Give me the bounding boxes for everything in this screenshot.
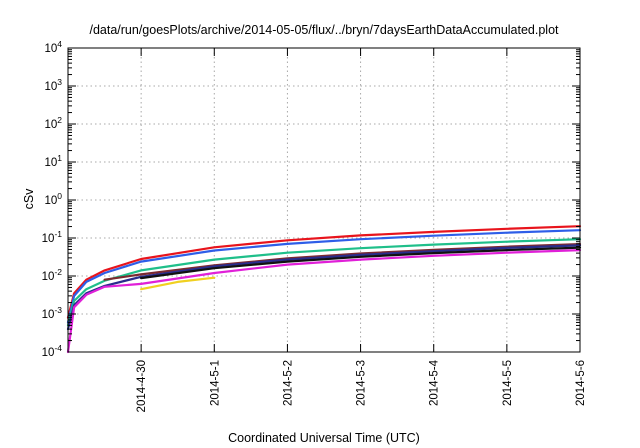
y-tick-label: 10-4 xyxy=(42,343,63,359)
y-tick-label: 10-1 xyxy=(42,229,63,245)
series-line xyxy=(140,246,582,280)
series-line xyxy=(66,229,582,324)
x-tick-label: 2014-5-5 xyxy=(502,360,514,406)
series-line xyxy=(66,244,582,331)
grid-lines xyxy=(68,48,580,352)
y-tick-label: 101 xyxy=(44,153,62,169)
x-tick-label: 2014-5-6 xyxy=(575,360,587,406)
series-line xyxy=(66,238,582,327)
y-tick-label: 103 xyxy=(44,77,62,93)
x-tick-label: 2014-4-30 xyxy=(136,360,148,412)
x-tick-label: 2014-5-1 xyxy=(209,360,221,406)
y-tick-label: 104 xyxy=(44,39,62,55)
y-tick-label: 102 xyxy=(44,115,62,131)
series-line xyxy=(103,243,582,281)
x-tick-label: 2014-5-3 xyxy=(356,360,368,406)
axis-ticks: 10-4 10-3 10-2 10-1 100 101 102 103 104 2014-4-30… xyxy=(42,39,587,412)
series-line xyxy=(140,276,216,291)
y-tick-label: 100 xyxy=(44,191,62,207)
y-tick-label: 10-3 xyxy=(42,305,63,321)
x-tick-label: 2014-5-4 xyxy=(429,359,441,406)
y-axis-label: cSv xyxy=(22,188,36,210)
series-lines xyxy=(66,225,582,354)
chart-title: /data/run/goesPlots/archive/2014-05-05/f… xyxy=(89,23,559,37)
series-line xyxy=(66,225,582,319)
y-tick-label: 10-2 xyxy=(42,267,63,283)
series-line xyxy=(66,249,582,354)
x-tick-label: 2014-5-2 xyxy=(282,360,294,406)
x-axis-label: Coordinated Universal Time (UTC) xyxy=(228,431,420,445)
